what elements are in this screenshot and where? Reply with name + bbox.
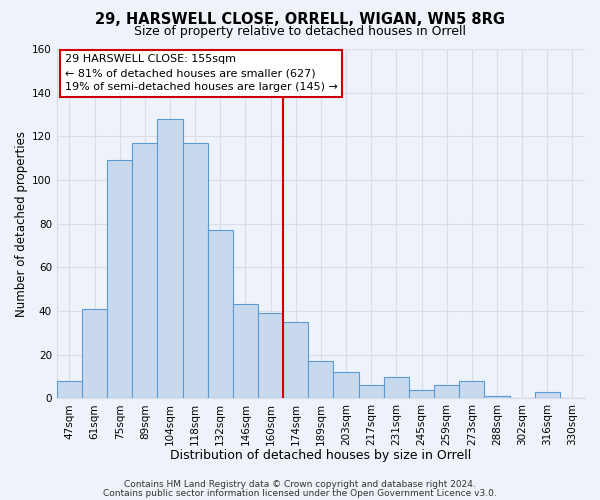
- Text: Size of property relative to detached houses in Orrell: Size of property relative to detached ho…: [134, 25, 466, 38]
- Bar: [233, 304, 258, 398]
- Bar: [57, 381, 82, 398]
- Text: Contains public sector information licensed under the Open Government Licence v3: Contains public sector information licen…: [103, 488, 497, 498]
- Bar: [535, 392, 560, 398]
- Bar: [283, 322, 308, 398]
- Bar: [208, 230, 233, 398]
- Bar: [132, 143, 157, 399]
- Bar: [459, 381, 484, 398]
- Bar: [384, 376, 409, 398]
- Bar: [258, 313, 283, 398]
- Text: 29 HARSWELL CLOSE: 155sqm
← 81% of detached houses are smaller (627)
19% of semi: 29 HARSWELL CLOSE: 155sqm ← 81% of detac…: [65, 54, 338, 92]
- Text: 29, HARSWELL CLOSE, ORRELL, WIGAN, WN5 8RG: 29, HARSWELL CLOSE, ORRELL, WIGAN, WN5 8…: [95, 12, 505, 28]
- Bar: [484, 396, 509, 398]
- Bar: [107, 160, 132, 398]
- Bar: [334, 372, 359, 398]
- X-axis label: Distribution of detached houses by size in Orrell: Distribution of detached houses by size …: [170, 450, 472, 462]
- Bar: [82, 309, 107, 398]
- Bar: [182, 143, 208, 399]
- Bar: [434, 385, 459, 398]
- Bar: [157, 119, 182, 398]
- Bar: [359, 385, 384, 398]
- Bar: [308, 361, 334, 399]
- Text: Contains HM Land Registry data © Crown copyright and database right 2024.: Contains HM Land Registry data © Crown c…: [124, 480, 476, 489]
- Y-axis label: Number of detached properties: Number of detached properties: [15, 130, 28, 316]
- Bar: [409, 390, 434, 398]
